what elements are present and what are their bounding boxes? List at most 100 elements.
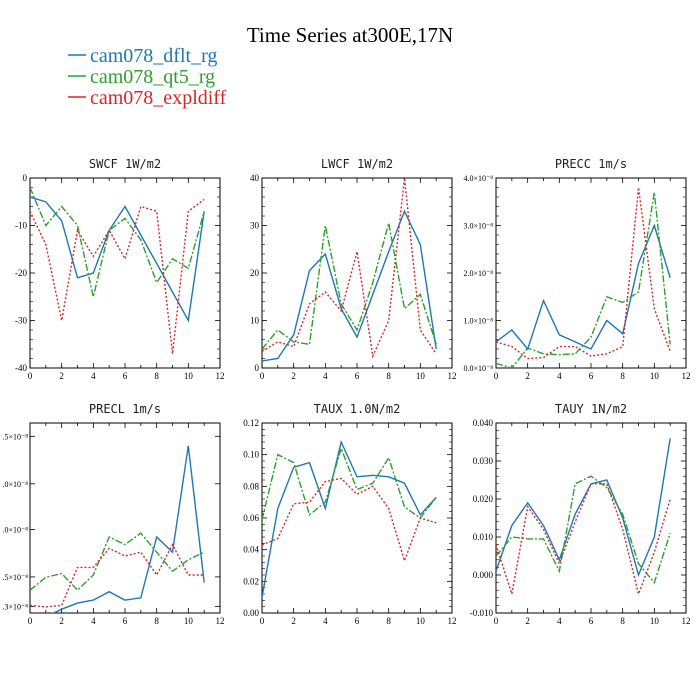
y-tick-label: 0.030	[473, 456, 494, 466]
series-line-cam078_qt5_rg	[496, 192, 671, 368]
x-tick-label: 12	[448, 371, 457, 381]
chart-panel-1: LWCF 1W/m2 0 2 4 6 8 10 12 0 10 20 30 40	[250, 157, 457, 381]
y-tick-label: 0.010	[473, 532, 494, 542]
series-line-cam078_dflt_rg	[496, 223, 671, 351]
y-tick-label: .0×10⁻⁸	[2, 525, 28, 534]
x-tick-label: 8	[620, 371, 625, 381]
y-tick-label: 30	[250, 221, 260, 231]
series-line-cam078_expldiff	[262, 477, 437, 564]
x-tick-label: 4	[557, 616, 562, 626]
x-tick-label: 12	[216, 371, 225, 381]
series-line-cam078_dflt_rg	[262, 439, 437, 598]
series-line-cam078_expldiff	[262, 178, 437, 359]
x-tick-label: 10	[416, 371, 426, 381]
x-tick-label: 8	[154, 371, 159, 381]
x-tick-label: 8	[154, 616, 159, 626]
series-line-cam078_expldiff	[496, 187, 671, 360]
chart-title: LWCF 1W/m2	[321, 157, 393, 171]
x-tick-label: 0	[260, 616, 265, 626]
y-tick-label: 0	[23, 173, 28, 183]
series-line-cam078_expldiff	[496, 483, 671, 597]
y-tick-label: .5×10⁻⁸	[2, 573, 28, 582]
x-tick-label: 10	[416, 616, 426, 626]
legend-label-expldiff: cam078_expldiff	[90, 87, 227, 109]
x-tick-label: 6	[589, 371, 594, 381]
x-tick-label: 2	[525, 616, 530, 626]
y-tick-label: .5×10⁻⁸	[2, 432, 28, 441]
series-line-cam078_expldiff	[30, 543, 205, 608]
x-tick-label: 10	[184, 371, 194, 381]
y-tick-label: 1.0×10⁻⁸	[463, 317, 493, 326]
series-line-cam078_dflt_rg	[30, 196, 205, 323]
y-tick-label: 2.0×10⁻⁸	[463, 269, 493, 278]
x-tick-label: 2	[59, 616, 64, 626]
figure-legend: cam078_dflt_rg cam078_qt5_rg cam078_expl…	[68, 45, 227, 109]
series-line-cam078_dflt_rg	[496, 438, 671, 578]
x-tick-label: 4	[91, 371, 96, 381]
y-tick-label: .0×10⁻⁸	[2, 480, 28, 489]
series-line-cam078_expldiff	[30, 198, 205, 354]
y-tick-label: .3×10⁻⁸	[2, 602, 28, 611]
plot-frame	[495, 177, 687, 369]
series-line-cam078_qt5_rg	[496, 475, 671, 585]
x-tick-label: 4	[91, 616, 96, 626]
series-line-cam078_qt5_rg	[262, 222, 437, 350]
x-tick-label: 12	[448, 616, 457, 626]
x-tick-label: 6	[123, 616, 128, 626]
y-tick-label: 0.06	[243, 513, 259, 523]
y-tick-label: 0.020	[473, 494, 494, 504]
y-tick-label: 0.12	[243, 418, 259, 428]
y-tick-label: 0	[255, 363, 260, 373]
y-tick-label: 4.0×10⁻⁸	[463, 174, 493, 183]
x-tick-label: 8	[620, 616, 625, 626]
y-tick-label: 0.000	[473, 570, 494, 580]
x-tick-label: 4	[323, 616, 328, 626]
series-line-cam078_qt5_rg	[262, 446, 437, 520]
chart-title: TAUY 1N/m2	[555, 402, 627, 416]
x-tick-label: 2	[291, 616, 296, 626]
y-tick-label: 0.02	[243, 576, 259, 586]
series-line-cam078_dflt_rg	[52, 445, 205, 613]
y-tick-label: -10	[15, 221, 27, 231]
series-line-cam078_qt5_rg	[30, 532, 205, 592]
x-tick-label: 6	[123, 371, 128, 381]
y-tick-label: -20	[15, 268, 27, 278]
x-tick-label: 8	[386, 371, 391, 381]
series-line-cam078_qt5_rg	[30, 187, 205, 297]
chart-title: TAUX 1.0N/m2	[314, 402, 401, 416]
x-tick-label: 0	[28, 616, 33, 626]
x-tick-label: 10	[650, 616, 660, 626]
y-tick-label: 0.0×10⁻⁸	[463, 364, 493, 373]
legend-label-qt5: cam078_qt5_rg	[90, 66, 215, 88]
x-tick-label: 8	[386, 616, 391, 626]
plot-frame	[29, 422, 221, 614]
y-tick-label: -0.010	[470, 608, 494, 618]
series-line-cam078_dflt_rg	[262, 209, 437, 362]
x-tick-label: 2	[291, 371, 296, 381]
y-tick-label: 40	[250, 173, 260, 183]
y-tick-label: -30	[15, 316, 27, 326]
x-tick-label: 0	[494, 616, 499, 626]
chart-panel-4: TAUX 1.0N/m2 0 2 4 6 8 10 12 0.00 0.02 0.04 0.06 0.0…	[243, 402, 456, 626]
x-tick-label: 12	[682, 371, 691, 381]
x-tick-label: 0	[28, 371, 33, 381]
chart-panel-2: PRECC 1m/s 0 2 4 6 8 10 12 0.0×10⁻⁸ 1.0×10⁻⁸ 2.0×1…	[463, 157, 690, 381]
chart-title: PRECL 1m/s	[89, 402, 161, 416]
x-tick-label: 6	[355, 616, 360, 626]
y-tick-label: 3.0×10⁻⁸	[463, 222, 493, 231]
x-tick-label: 4	[323, 371, 328, 381]
x-tick-label: 4	[557, 371, 562, 381]
y-tick-label: 0.08	[243, 481, 259, 491]
chart-panel-0: SWCF 1W/m2 0 2 4 6 8 10 12 -40 -30 -20 -10 0	[15, 157, 225, 381]
plot-frame	[261, 422, 453, 614]
x-tick-label: 2	[59, 371, 64, 381]
x-tick-label: 12	[216, 616, 225, 626]
x-tick-label: 10	[650, 371, 660, 381]
chart-panel-5: TAUY 1N/m2 0 2 4 6 8 10 12 -0.010 0.000 0.010 0.020…	[470, 402, 691, 626]
y-tick-label: 0.10	[243, 450, 259, 460]
legend-label-dflt: cam078_dflt_rg	[90, 45, 217, 67]
x-tick-label: 0	[260, 371, 265, 381]
x-tick-label: 12	[682, 616, 691, 626]
